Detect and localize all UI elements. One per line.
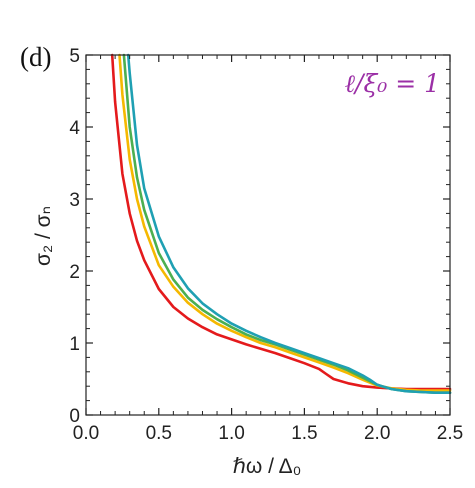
series-line-3	[122, 53, 452, 395]
x-tick-label: 0.5	[146, 423, 172, 444]
x-tick-label: 1.5	[291, 423, 317, 444]
y-tick-label: 2	[69, 262, 80, 283]
ticks-layer: 0.0 0.5 1.0 1.5 2.0 2.5 0 1 2 3 4 5	[69, 46, 463, 444]
x-tick-label: 1.0	[218, 423, 244, 444]
series-line-1	[110, 53, 452, 391]
y-axis-label: σ₂ / σₙ	[32, 206, 55, 266]
y-tick-label: 5	[69, 46, 80, 67]
series-line-4	[126, 53, 452, 395]
chart-annotation: ℓ/ξ₀ = 1	[345, 69, 440, 98]
y-tick-label: 1	[69, 334, 80, 355]
x-tick-label: 0.0	[73, 423, 99, 444]
panel-label: (d)	[20, 42, 51, 72]
x-tick-label: 2.5	[437, 423, 463, 444]
x-tick-label: 2.0	[364, 423, 390, 444]
x-axis-label: ℏω / Δ₀	[233, 455, 302, 478]
series-layer	[110, 53, 452, 395]
y-tick-label: 4	[69, 118, 80, 139]
y-tick-label: 0	[69, 406, 80, 427]
axes-layer	[85, 54, 451, 416]
plot-frame	[85, 54, 451, 416]
series-line-2	[118, 53, 452, 392]
y-tick-label: 3	[69, 190, 80, 211]
